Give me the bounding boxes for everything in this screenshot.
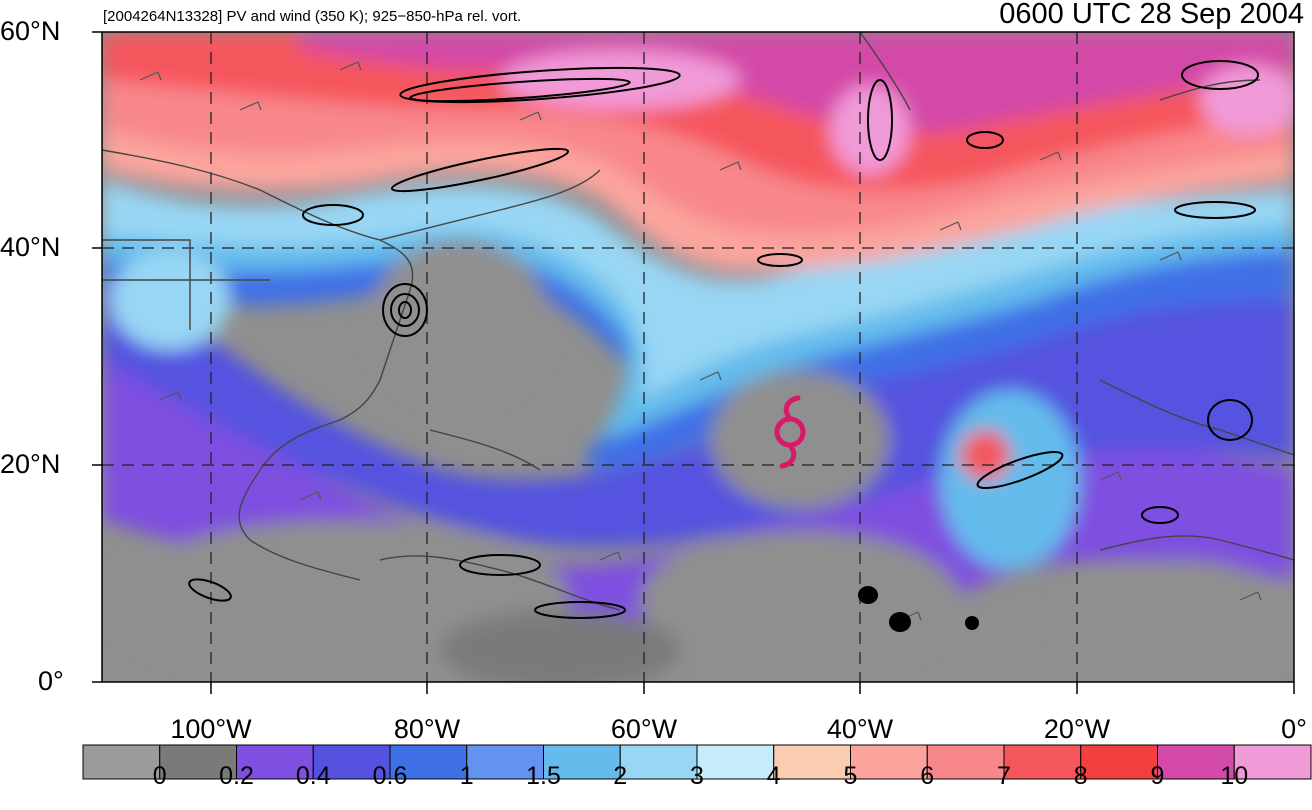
lon-label-60w: 60°W	[610, 714, 678, 744]
lon-label-40w: 40°W	[826, 714, 894, 744]
colorbar-tick-label: 9	[1150, 762, 1165, 790]
lon-label-100w: 100°W	[170, 714, 252, 744]
wind-barbs	[139, 61, 1262, 621]
lat-label-20n: 20°N	[0, 449, 61, 479]
colorbar-swatch	[1233, 744, 1312, 780]
colorbar-swatch	[466, 744, 544, 780]
colorbar-swatch	[926, 744, 1005, 780]
coastlines	[102, 32, 1294, 611]
colorbar-swatch	[159, 744, 237, 780]
colorbar-swatch	[82, 744, 161, 780]
colorbar-swatch	[1080, 744, 1158, 780]
lat-label-60n: 60°N	[0, 16, 61, 46]
colorbar-tick-label: 6	[920, 762, 935, 790]
colorbar-tick-label: 3	[690, 762, 704, 790]
colorbar-tick-label: 4	[766, 762, 781, 790]
valid-time: 0600 UTC 28 Sep 2004	[999, 0, 1304, 30]
colorbar-swatch	[389, 744, 468, 780]
colorbar-tick-label: 0	[152, 762, 167, 790]
lon-label-80w: 80°W	[393, 714, 461, 744]
tropical-storm-icon	[774, 395, 806, 469]
colorbar	[82, 744, 1312, 780]
colorbar-swatch	[619, 744, 698, 780]
colorbar-tick-label: 7	[997, 762, 1011, 790]
colorbar-swatch	[850, 744, 928, 780]
colorbar-tick-label: 0.4	[295, 762, 331, 790]
lon-label-0: 0°	[1281, 714, 1307, 744]
vorticity-contours	[188, 60, 1259, 619]
pv-field	[102, 32, 1294, 682]
lon-label-20w: 20°W	[1043, 714, 1111, 744]
colorbar-swatch	[543, 744, 621, 780]
colorbar-tick-label: 10	[1220, 762, 1249, 790]
colorbar-tick-label: 1.5	[526, 762, 561, 790]
map-frame	[101, 31, 1295, 683]
lat-lon-grid	[102, 32, 1294, 682]
lat-label-0: 0°	[38, 666, 64, 696]
colorbar-tick-label: 0.6	[372, 762, 408, 790]
colorbar-swatch	[1003, 744, 1082, 780]
colorbar-swatch	[312, 744, 391, 780]
colorbar-tick-label: 1	[459, 762, 474, 790]
colorbar-swatch	[696, 744, 775, 780]
colorbar-swatch	[773, 744, 851, 780]
lat-label-40n: 40°N	[0, 232, 61, 262]
axis-ticks	[92, 31, 1295, 694]
figure-subtitle: [2004264N13328] PV and wind (350 K); 925…	[103, 8, 522, 25]
colorbar-swatch	[1157, 744, 1235, 780]
vorticity-maxima	[858, 586, 979, 632]
colorbar-tick-label: 5	[843, 762, 858, 790]
colorbar-tick-label: 0.2	[219, 762, 254, 790]
colorbar-tick-label: 2	[613, 762, 628, 790]
colorbar-swatch	[236, 744, 314, 780]
colorbar-tick-label: 8	[1073, 762, 1088, 790]
